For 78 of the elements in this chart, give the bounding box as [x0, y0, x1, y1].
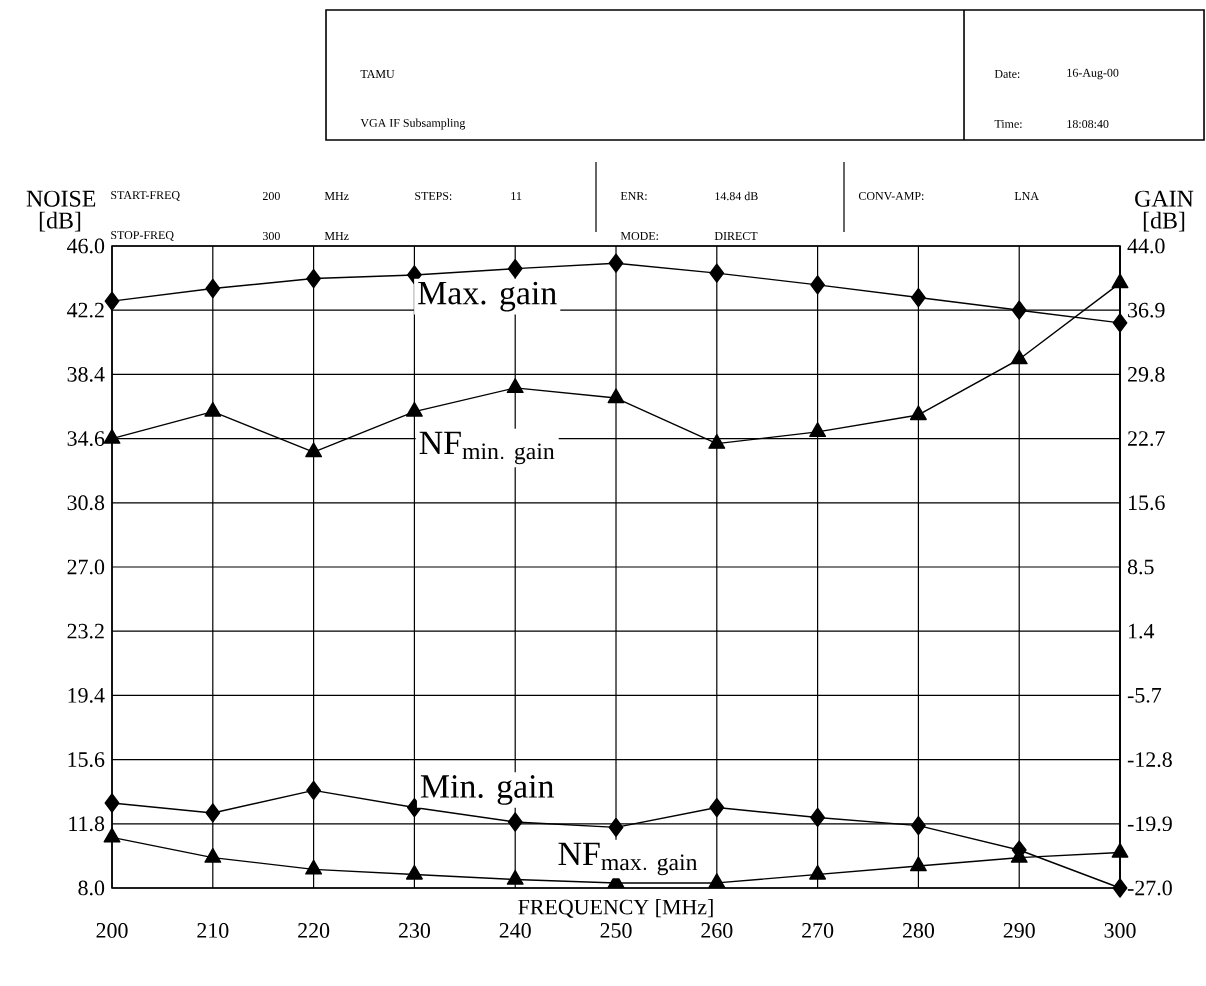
point — [810, 275, 826, 295]
point — [1011, 300, 1027, 320]
x-tick-label: 290 — [1003, 923, 1035, 938]
x-tick-label: 250 — [600, 923, 632, 938]
y2-tick-label: 29.8 — [1128, 366, 1165, 382]
point — [708, 434, 726, 449]
x-tick-label: 260 — [701, 923, 733, 938]
y-tick-label: 19.4 — [68, 688, 105, 703]
point — [506, 378, 524, 394]
y-tick-label: 42.2 — [67, 302, 104, 318]
y2-tick-label: -19.9 — [1127, 816, 1172, 832]
point — [205, 278, 221, 299]
point — [1112, 313, 1128, 333]
y-tick-label: 8.0 — [78, 880, 105, 896]
x-tick-label: 200 — [96, 923, 128, 938]
point — [103, 827, 121, 843]
y-tick-label: 30.8 — [67, 495, 105, 511]
y-axis-title: NOISE [dB] — [26, 190, 96, 232]
series-label: $\mathrm{NF}_{\mathrm{max.\ gain}}$ — [558, 842, 698, 876]
point — [507, 258, 523, 279]
y2-tick-label: 8.5 — [1127, 559, 1154, 575]
point — [405, 401, 423, 417]
series-label: Max. gain — [418, 281, 557, 312]
x-tick-label: 280 — [902, 923, 935, 938]
y2-tick-label: -5.7 — [1127, 688, 1162, 703]
y2-tick-label: 44.0 — [1127, 238, 1165, 254]
point — [506, 869, 524, 885]
point — [608, 253, 624, 273]
point — [709, 797, 725, 818]
point — [507, 812, 523, 832]
point — [305, 859, 323, 875]
point — [909, 405, 927, 421]
series-label: Min. gain — [420, 775, 554, 805]
x-tick-label: 300 — [1104, 923, 1136, 938]
y2-tick-label: 22.7 — [1128, 431, 1165, 447]
point — [910, 815, 926, 836]
y-tick-label: 46.0 — [67, 238, 105, 254]
point — [103, 428, 121, 444]
point — [405, 864, 423, 880]
point — [1112, 878, 1128, 898]
y-tick-label: 38.4 — [67, 366, 105, 382]
y-tick-label: 15.6 — [68, 752, 105, 768]
series-label: $\mathrm{NF}_{\mathrm{min.\ gain}}$ — [419, 431, 555, 465]
point — [204, 401, 222, 417]
point — [909, 856, 927, 872]
x-tick-label: 220 — [298, 923, 330, 938]
point — [306, 780, 322, 801]
y-tick-label: 23.2 — [67, 623, 104, 639]
point — [104, 793, 120, 813]
point — [809, 422, 827, 438]
point — [708, 873, 726, 889]
point — [104, 291, 120, 311]
point — [809, 864, 827, 880]
y2-tick-label: -27.0 — [1127, 880, 1172, 896]
x-tick-label: 230 — [398, 923, 431, 938]
y2-tick-label: -12.8 — [1127, 752, 1172, 768]
y-tick-label: 27.0 — [67, 559, 105, 575]
point — [406, 265, 422, 285]
point — [607, 388, 625, 404]
y2-tick-label: 36.9 — [1128, 302, 1165, 318]
y2-axis-title: GAIN [dB] — [1135, 190, 1194, 232]
point — [1010, 349, 1028, 365]
y2-tick-label: 15.6 — [1128, 495, 1165, 511]
x-tick-label: 210 — [197, 923, 229, 938]
point — [608, 817, 624, 838]
point — [305, 442, 323, 458]
point — [910, 287, 926, 308]
point — [205, 803, 221, 823]
point — [709, 263, 725, 283]
y-tick-label: 34.6 — [67, 431, 105, 447]
point — [306, 268, 322, 289]
x-axis-title: FREQUENCY [MHz] — [518, 899, 713, 918]
point — [204, 847, 222, 863]
x-tick-label: 270 — [802, 923, 834, 938]
x-tick-label: 240 — [499, 923, 531, 938]
y-tick-label: 11.8 — [69, 816, 105, 832]
point — [810, 807, 826, 828]
y2-tick-label: 1.4 — [1128, 623, 1155, 639]
